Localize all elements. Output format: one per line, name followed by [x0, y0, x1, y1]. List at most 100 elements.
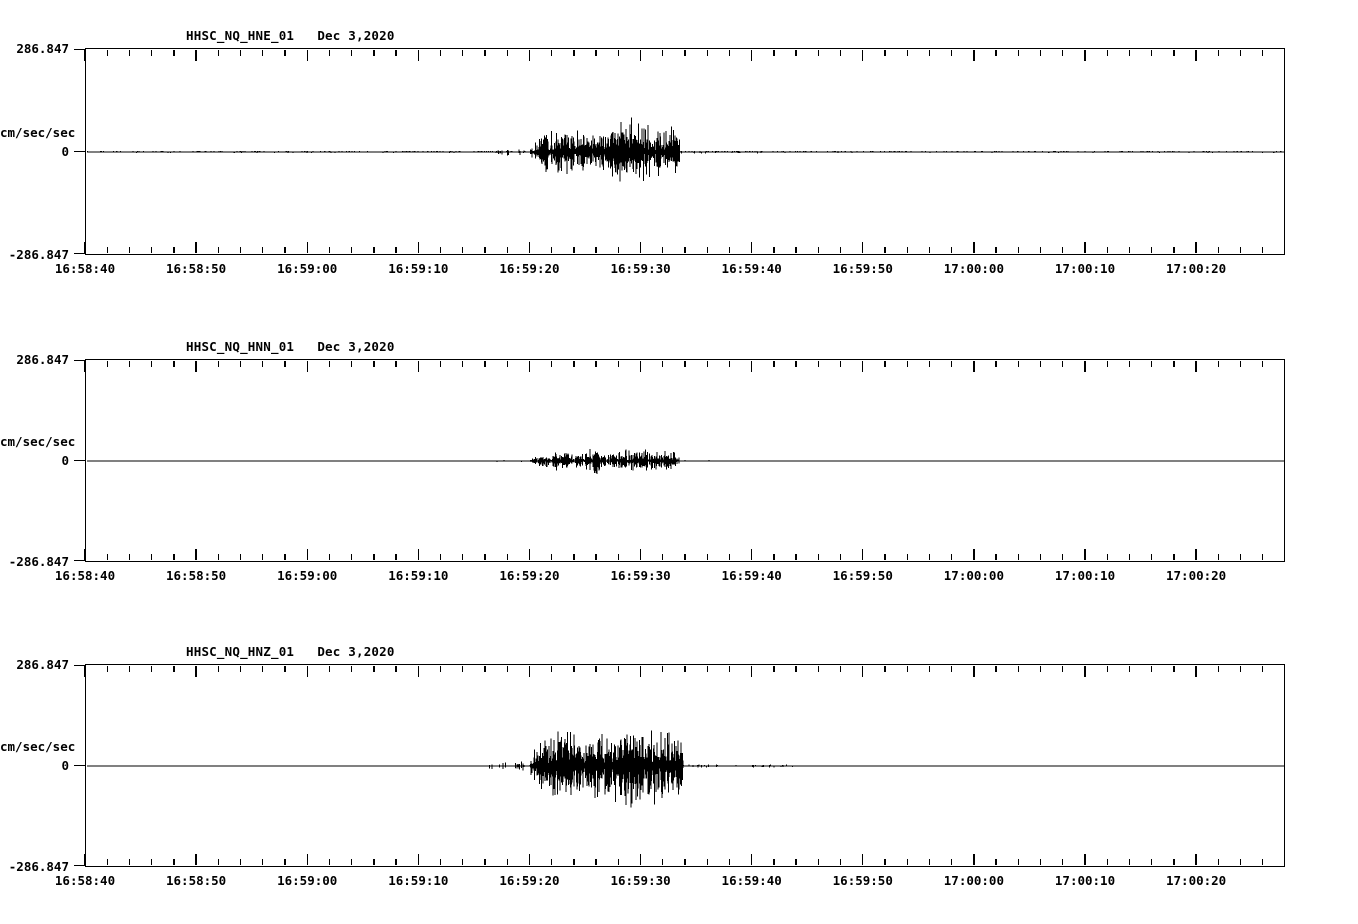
xtick-minor [262, 247, 264, 254]
xtick-major [1195, 665, 1197, 677]
y-axis-min-label: -286.847 [8, 859, 69, 874]
xtick-minor [1217, 554, 1220, 561]
xtick-minor [284, 49, 286, 56]
xtick-minor [328, 247, 331, 254]
xtick-minor [773, 49, 775, 56]
x-axis-tick-label: 16:59:10 [388, 568, 449, 583]
x-axis-tick-label: 17:00:20 [1166, 873, 1227, 888]
xtick-major [306, 242, 308, 254]
xtick-major [528, 49, 531, 61]
xtick-major [84, 549, 86, 561]
xtick-minor [1150, 554, 1153, 561]
xtick-minor [706, 49, 708, 56]
xtick-minor [684, 247, 686, 254]
panel-title: HHSC_NQ_HNN_01 Dec 3,2020 [186, 339, 395, 354]
xtick-major [750, 549, 753, 561]
xtick-minor [728, 554, 731, 561]
xtick-minor [550, 360, 553, 367]
xtick-minor [684, 665, 686, 672]
xtick-minor [1039, 554, 1042, 561]
xtick-minor [262, 859, 264, 866]
xtick-minor [284, 665, 286, 672]
xtick-major [862, 854, 864, 866]
xtick-minor [706, 247, 708, 254]
xtick-minor [128, 859, 131, 866]
xtick-minor [884, 247, 886, 254]
xtick-minor [217, 360, 220, 367]
x-axis-tick-label: 16:59:20 [499, 873, 560, 888]
xtick-major [417, 49, 420, 61]
xtick-minor [928, 859, 931, 866]
xtick-minor [728, 360, 731, 367]
xtick-major [417, 360, 420, 372]
xtick-minor [439, 247, 442, 254]
xtick-minor [1217, 360, 1220, 367]
xtick-minor [395, 247, 397, 254]
xtick-minor [373, 360, 375, 367]
xtick-minor [1173, 859, 1175, 866]
xtick-minor [617, 859, 620, 866]
xtick-minor [595, 360, 597, 367]
xtick-minor [439, 49, 442, 56]
xtick-minor [1217, 247, 1220, 254]
xtick-minor [150, 665, 153, 672]
xtick-minor [1017, 859, 1020, 866]
xtick-minor [995, 247, 997, 254]
xtick-major [528, 665, 531, 677]
xtick-minor [839, 49, 842, 56]
xtick-major [973, 360, 975, 372]
xtick-minor [573, 49, 575, 56]
xtick-minor [550, 859, 553, 866]
xtick-minor [595, 247, 597, 254]
xtick-minor [1062, 49, 1064, 56]
xtick-minor [128, 360, 131, 367]
xtick-minor [617, 247, 620, 254]
xtick-minor [795, 554, 797, 561]
xtick-minor [1106, 247, 1108, 254]
xtick-minor [1128, 49, 1131, 56]
xtick-minor [373, 49, 375, 56]
panel-title: HHSC_NQ_HNE_01 Dec 3,2020 [186, 28, 395, 43]
xtick-minor [373, 665, 375, 672]
ytick-min [74, 559, 86, 562]
xtick-major [528, 360, 531, 372]
xtick-minor [950, 554, 953, 561]
x-axis-tick-label: 17:00:10 [1054, 873, 1116, 888]
xtick-minor [262, 554, 264, 561]
xtick-major [306, 665, 308, 677]
xtick-major [1195, 49, 1197, 61]
xtick-minor [506, 247, 508, 254]
x-axis-tick-label: 16:58:50 [166, 261, 227, 276]
xtick-major [195, 360, 197, 372]
xtick-minor [884, 49, 886, 56]
xtick-minor [1150, 360, 1153, 367]
xtick-minor [284, 554, 286, 561]
xtick-minor [573, 859, 575, 866]
x-axis-tick-label: 16:59:30 [610, 873, 671, 888]
xtick-major [84, 49, 86, 61]
xtick-minor [1150, 247, 1153, 254]
xtick-minor [239, 247, 242, 254]
xtick-minor [1173, 554, 1175, 561]
xtick-minor [106, 49, 108, 56]
xtick-major [639, 242, 642, 254]
xtick-minor [484, 665, 486, 672]
xtick-minor [173, 859, 175, 866]
xtick-minor [728, 247, 731, 254]
xtick-minor [217, 665, 220, 672]
xtick-major [306, 854, 308, 866]
xtick-minor [1262, 859, 1264, 866]
xtick-minor [484, 247, 486, 254]
xtick-minor [1262, 665, 1264, 672]
xtick-minor [706, 360, 708, 367]
xtick-major [1084, 242, 1086, 254]
xtick-minor [284, 247, 286, 254]
xtick-major [973, 242, 975, 254]
xtick-minor [1239, 247, 1242, 254]
xtick-minor [462, 49, 464, 56]
y-axis-max-label: 286.847 [16, 352, 69, 367]
xtick-minor [239, 859, 242, 866]
xtick-minor [1128, 360, 1131, 367]
xtick-minor [884, 859, 886, 866]
xtick-minor [328, 360, 331, 367]
